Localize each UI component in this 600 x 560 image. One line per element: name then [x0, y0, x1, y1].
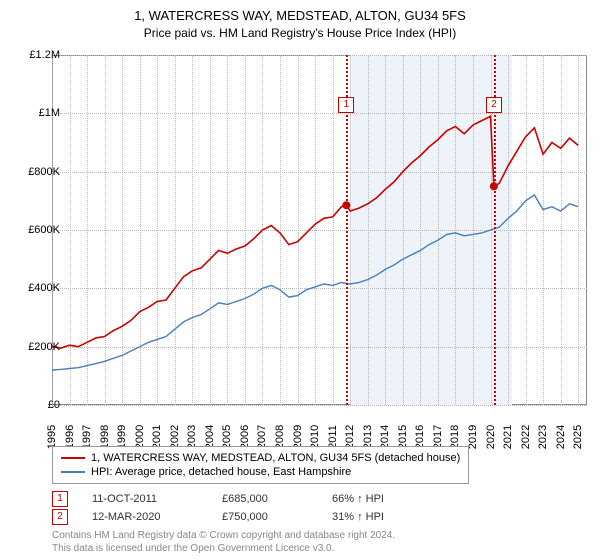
- line-series: [52, 55, 587, 405]
- table-row: 2 12-MAR-2020 £750,000 31% ↑ HPI: [52, 508, 432, 526]
- y-tick-label: £600K: [10, 224, 60, 236]
- sale-marker-icon: 2: [52, 509, 68, 525]
- x-tick-label: 2020: [485, 425, 497, 449]
- x-tick-label: 2025: [572, 425, 584, 449]
- series-property: [52, 116, 578, 348]
- sales-table: 1 11-OCT-2011 £685,000 66% ↑ HPI 2 12-MA…: [52, 490, 432, 526]
- sale-marker-box: 2: [486, 97, 502, 113]
- x-tick-label: 2023: [537, 425, 549, 449]
- sale-date: 12-MAR-2020: [92, 511, 222, 523]
- legend-item-property: 1, WATERCRESS WAY, MEDSTEAD, ALTON, GU34…: [61, 451, 460, 465]
- footer-line: This data is licensed under the Open Gov…: [52, 543, 395, 556]
- y-tick-label: £1.2M: [10, 49, 60, 61]
- sale-pct: 66% ↑ HPI: [332, 493, 432, 505]
- chart-subtitle: Price paid vs. HM Land Registry's House …: [0, 23, 600, 40]
- y-tick-label: £400K: [10, 282, 60, 294]
- sale-price: £750,000: [222, 511, 332, 523]
- chart-container: 1, WATERCRESS WAY, MEDSTEAD, ALTON, GU34…: [0, 0, 600, 560]
- x-tick-label: 2024: [555, 425, 567, 449]
- sale-price: £685,000: [222, 493, 332, 505]
- legend-item-hpi: HPI: Average price, detached house, East…: [61, 465, 460, 479]
- legend-swatch-icon: [61, 457, 85, 459]
- footer-line: Contains HM Land Registry data © Crown c…: [52, 530, 395, 543]
- legend-label: 1, WATERCRESS WAY, MEDSTEAD, ALTON, GU34…: [91, 452, 460, 464]
- y-tick-label: £0: [10, 399, 60, 411]
- footer-attribution: Contains HM Land Registry data © Crown c…: [52, 530, 395, 555]
- legend: 1, WATERCRESS WAY, MEDSTEAD, ALTON, GU34…: [52, 446, 469, 484]
- chart-title: 1, WATERCRESS WAY, MEDSTEAD, ALTON, GU34…: [0, 0, 600, 23]
- y-tick-label: £1M: [10, 107, 60, 119]
- table-row: 1 11-OCT-2011 £685,000 66% ↑ HPI: [52, 490, 432, 508]
- legend-label: HPI: Average price, detached house, East…: [91, 466, 351, 478]
- sale-marker-box: 1: [338, 97, 354, 113]
- y-tick-label: £800K: [10, 166, 60, 178]
- legend-swatch-icon: [61, 471, 85, 473]
- x-tick-label: 2021: [502, 425, 514, 449]
- plot-area: 12: [52, 55, 587, 405]
- sale-date: 11-OCT-2011: [92, 493, 222, 505]
- series-hpi: [52, 195, 578, 370]
- sale-marker-icon: 1: [52, 491, 68, 507]
- y-tick-label: £200K: [10, 341, 60, 353]
- sale-pct: 31% ↑ HPI: [332, 511, 432, 523]
- x-tick-label: 2022: [520, 425, 532, 449]
